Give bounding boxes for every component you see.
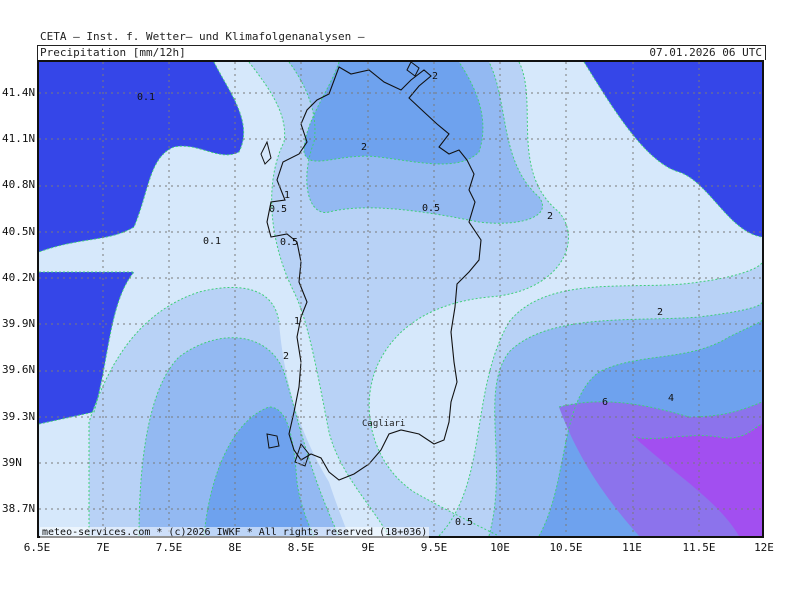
contour-label: 6 (602, 397, 608, 408)
contour-label: 0.5 (455, 517, 473, 528)
contour-label: 0.5 (280, 237, 298, 248)
field-2-north (304, 62, 483, 164)
city-label-cagliari: Cagliari (362, 419, 405, 429)
field-2-south (204, 407, 314, 536)
lat-label: 40.2N (2, 271, 36, 284)
lon-label: 10E (490, 541, 510, 554)
lon-label: 9.5E (420, 541, 448, 554)
lon-label: 6.5E (23, 541, 51, 554)
contour-label: 2 (547, 211, 553, 222)
contour-labels: 0.1 0.1 0.5 0.5 0.5 0.5 1 1 2 2 2 2 2 4 … (137, 71, 674, 528)
lon-label: 12E (754, 541, 774, 554)
contour-label: 0.5 (422, 203, 440, 214)
header-frame (37, 45, 766, 60)
copyright-footer: meteo-services.com * (c)2026 IWKF * All … (40, 527, 430, 538)
map-svg: 0.1 0.1 0.5 0.5 0.5 0.5 1 1 2 2 2 2 2 4 … (39, 62, 762, 536)
field-6-east (634, 424, 762, 536)
coastline-sardinia (266, 66, 482, 481)
lat-label: 41.4N (2, 86, 36, 99)
lon-label: 8.5E (287, 541, 315, 554)
field-lt0.1-ne (584, 62, 762, 237)
contour-label: 2 (432, 71, 438, 82)
contour-label: 0.1 (203, 236, 221, 247)
lat-label: 39.3N (2, 410, 36, 423)
valid-time: 07.01.2026 06 UTC (649, 46, 762, 59)
contour-label: 2 (361, 142, 367, 153)
lon-label: 10.5E (549, 541, 583, 554)
precipitation-map: 0.1 0.1 0.5 0.5 0.5 0.5 1 1 2 2 2 2 2 4 … (37, 60, 764, 538)
lat-label: 40.8N (2, 178, 36, 191)
contour-label: 1 (294, 316, 300, 327)
contour-label: 0.1 (137, 92, 155, 103)
contour-label: 2 (657, 307, 663, 318)
product-title: CETA — Inst. f. Wetter— und Klimafolgena… (40, 30, 365, 43)
lon-label: 7.5E (155, 541, 183, 554)
parameter-label: Precipitation [mm/12h] (40, 46, 186, 59)
lat-label: 39N (2, 456, 22, 469)
field-lt0.1-west (39, 272, 134, 424)
lon-label: 9E (361, 541, 375, 554)
graticule (39, 62, 762, 536)
lon-label: 7E (96, 541, 110, 554)
lat-label: 39.9N (2, 317, 36, 330)
island-sant-antioco (294, 442, 310, 467)
lat-label: 39.6N (2, 363, 36, 376)
lat-label: 38.7N (2, 502, 36, 515)
lon-label: 8E (228, 541, 242, 554)
lon-label: 11E (622, 541, 642, 554)
contour-label: 4 (668, 393, 674, 404)
contour-label: 0.5 (269, 204, 287, 215)
island-asinara (260, 140, 272, 165)
lat-label: 41.1N (2, 132, 36, 145)
lon-label: 11.5E (682, 541, 716, 554)
lat-label: 40.5N (2, 225, 36, 238)
island-san-pietro (266, 433, 280, 449)
island-maddalena (406, 62, 420, 77)
contour-label: 1 (284, 190, 290, 201)
field-lt0.1-nw (39, 62, 244, 252)
contour-label: 2 (283, 351, 289, 362)
